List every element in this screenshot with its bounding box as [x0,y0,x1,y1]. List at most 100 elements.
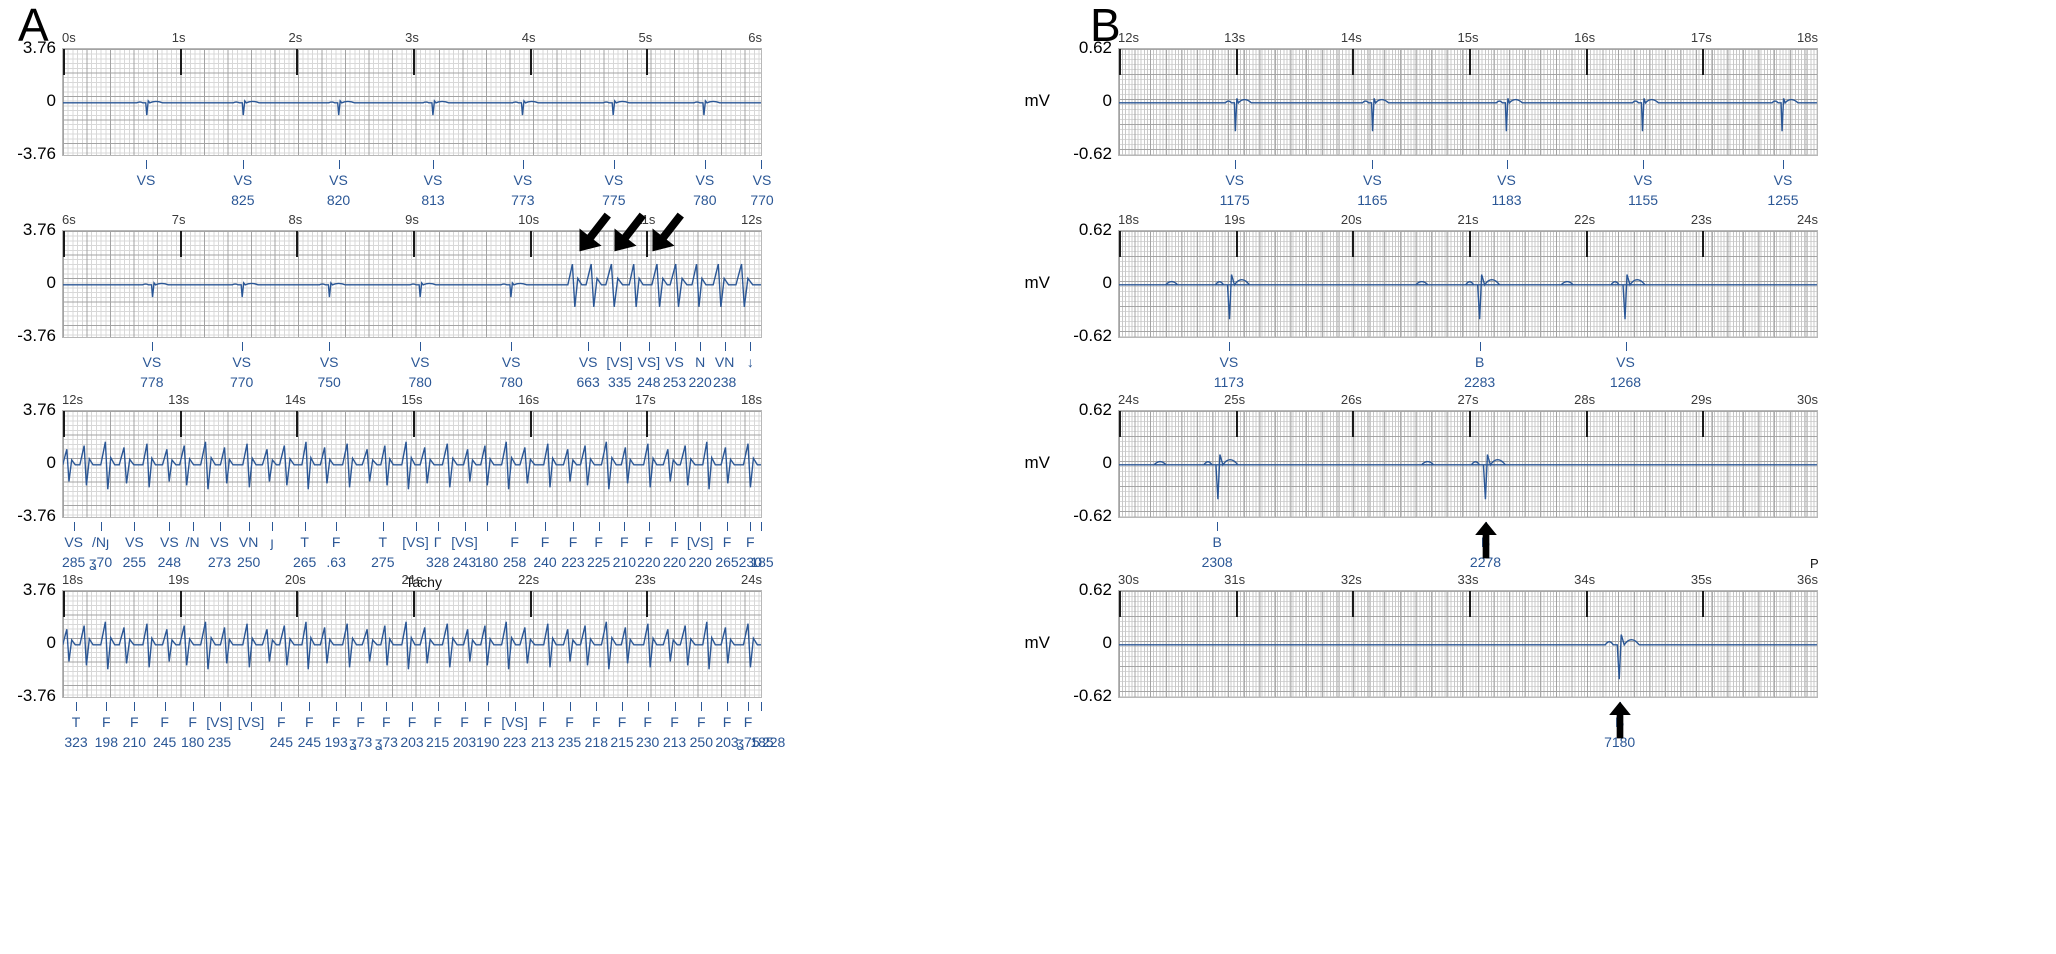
time-tick-label: 0s [62,30,76,45]
annotation-tick [727,522,728,531]
annotation-row: VS 1173 B 2283 VS 1268 [1118,342,1818,390]
annotation-tick [241,342,243,351]
annotation-code: F [188,714,197,730]
rhythm-note: Tachy [405,574,442,590]
second-marker [529,411,532,437]
time-tick-label: 19s [168,572,190,587]
annotation-tick [412,702,413,711]
annotation-interval: 7180 [1604,734,1636,750]
annotation-interval: 813 [421,192,445,208]
annotation-tick [704,160,706,169]
annotation-code: [VS] [606,354,633,370]
annotation-code: VS [410,354,430,370]
time-tick-label: 18s [741,392,762,407]
second-marker [1119,231,1121,257]
annotation-tick [151,342,153,351]
time-tick-label: 35s [1690,572,1712,587]
annotation-interval: 213 [662,734,687,750]
annotation-interval: 1173 [1213,374,1244,390]
annotation-tick [701,702,703,711]
annotation-interval: 245 [269,734,294,750]
annotation-interval: 210 [612,554,637,570]
annotation-code: F [130,714,139,730]
second-marker [1469,231,1471,257]
second-marker [1702,411,1705,437]
annotation-tick [281,702,283,711]
annotation-interval: 180 [180,734,205,750]
second-marker [1702,49,1705,75]
annotation-interval: 248 [157,554,182,570]
annotation-interval: 198 [94,734,119,750]
annotation-tick [420,342,422,351]
annotation-tick [545,522,546,531]
annotation-interval: 663 [576,374,600,390]
annotation-interval: 248 [637,374,661,390]
annotation-interval: 185 [750,734,774,750]
annotation-tick [542,702,544,711]
second-marker [63,49,65,75]
annotation-code: ȷ [270,534,274,550]
annotation-tick [674,702,676,711]
annotation-tick [761,702,762,711]
annotation-interval: 778 [140,374,164,390]
annotation-code: VS [1633,172,1653,188]
y-tick-zero: 0 [46,453,56,472]
time-axis: 0s 1s 2s 3s 4s 5s 6s [62,30,762,45]
annotation-code: /N [185,534,200,550]
annotation-tick [242,160,244,169]
annotation-code: F [540,534,550,550]
annotation-code: F [160,714,169,730]
annotation-code: VS [604,172,624,188]
time-tick-label: 30s [1118,572,1139,587]
annotation-code: F [407,714,417,730]
annotation-code: [VS] [237,714,265,730]
y-axis-label: mV [1024,91,1051,110]
second-marker [1585,591,1588,617]
second-marker [1585,231,1588,257]
annotation-tick [598,522,600,531]
time-tick-label: 16s [1574,30,1596,45]
annotation-tick [674,342,676,351]
second-marker [1585,411,1588,437]
annotation-tick [1228,342,1230,351]
time-axis: 12s 13s 14s 15s 16s 17s 18s [1118,30,1818,45]
annotation-interval: 215 [610,734,634,750]
annotation-row: VS 285/Nȷ ʓ70 VS 255 VS 248/N VS 273 VN 250 ȷ T 265 F.… [62,522,774,590]
annotation-tick [415,522,417,531]
annotation-code: T [71,714,81,730]
annotation-interval: 820 [326,192,351,208]
annotation-row: VS VS 825 VS 820 VS 813 VS 773 VS 775 VS 780 VS 770 [62,160,774,208]
annotation-code: F [331,714,341,730]
y-tick-zero: 0 [1102,91,1112,110]
annotation-code: [VS] [206,714,233,730]
annotation-tick [674,522,676,531]
time-tick-label: 33s [1457,572,1479,587]
annotation-tick [336,702,338,711]
ecg-strip-plot [62,410,762,518]
second-marker [646,231,649,257]
annotation-tick [336,522,338,531]
annotation-interval: .63 [326,554,346,570]
annotation-tick [164,702,166,711]
annotation-code: F [382,714,391,730]
annotation-tick [360,702,362,711]
time-tick-label: 36s [1797,572,1818,587]
second-marker [1352,49,1355,75]
y-tick-max: 3.76 [22,38,56,57]
annotation-interval: 285 [61,554,86,570]
time-tick-label: 20s [1340,212,1362,227]
annotation-interval: 203 [400,734,424,750]
time-tick-label: 13s [1224,30,1246,45]
annotation-code: VS [423,172,443,188]
ecg-strip-plot [62,590,762,698]
annotation-tick [382,522,384,531]
y-tick-max: 0.62 [1078,580,1112,599]
time-tick-label: 23s [1690,212,1712,227]
y-tick-min: -3.76 [17,326,56,345]
annotation-tick [619,342,621,351]
second-marker [1352,411,1355,437]
ecg-waveform [63,411,761,518]
annotation-tick [464,522,466,531]
annotation-code: F [356,714,365,730]
y-tick-zero: 0 [46,273,56,292]
